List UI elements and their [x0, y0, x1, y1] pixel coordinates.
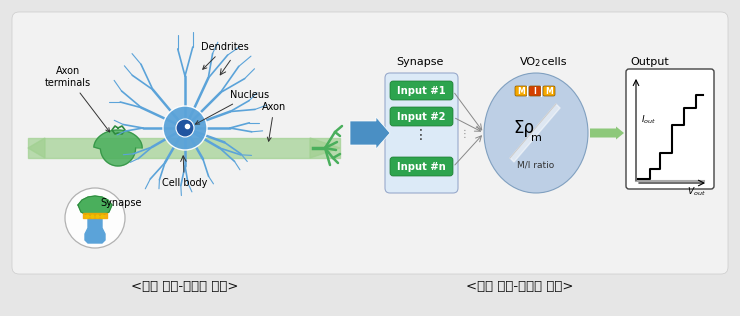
Text: M: M: [517, 87, 525, 95]
FancyBboxPatch shape: [390, 157, 453, 176]
Text: Dendrites: Dendrites: [201, 42, 249, 69]
Text: M: M: [545, 87, 553, 95]
Polygon shape: [310, 138, 340, 158]
Text: Synapse: Synapse: [397, 57, 444, 67]
Text: I: I: [534, 87, 536, 95]
FancyBboxPatch shape: [385, 73, 458, 193]
Text: $V_{out}$: $V_{out}$: [687, 186, 706, 198]
Polygon shape: [85, 218, 105, 243]
FancyBboxPatch shape: [390, 81, 453, 100]
FancyBboxPatch shape: [515, 86, 527, 96]
Text: M/I ratio: M/I ratio: [517, 161, 554, 169]
Text: 2: 2: [534, 59, 539, 68]
Text: Σρ: Σρ: [513, 119, 534, 137]
FancyArrow shape: [350, 117, 390, 149]
Circle shape: [163, 106, 207, 150]
Circle shape: [176, 119, 194, 137]
Text: m: m: [531, 133, 542, 143]
FancyBboxPatch shape: [390, 107, 453, 126]
FancyBboxPatch shape: [543, 86, 555, 96]
Polygon shape: [28, 138, 45, 158]
Polygon shape: [94, 130, 142, 166]
Text: Input #n: Input #n: [397, 161, 446, 172]
Text: VO: VO: [520, 57, 536, 67]
Polygon shape: [510, 104, 560, 162]
Text: ⋮: ⋮: [460, 129, 470, 139]
FancyBboxPatch shape: [529, 86, 541, 96]
FancyBboxPatch shape: [626, 69, 714, 189]
Text: Axon: Axon: [262, 102, 286, 141]
Text: Cell body: Cell body: [162, 178, 208, 188]
Text: Nucleus: Nucleus: [195, 90, 269, 124]
Text: Axon
terminals: Axon terminals: [45, 66, 110, 132]
Circle shape: [65, 188, 125, 248]
Text: cells: cells: [538, 57, 567, 67]
Polygon shape: [78, 196, 112, 216]
FancyBboxPatch shape: [12, 12, 728, 274]
Text: Synapse: Synapse: [100, 198, 141, 208]
Text: Output: Output: [630, 57, 670, 67]
Text: Input #2: Input #2: [397, 112, 445, 121]
Ellipse shape: [484, 73, 588, 193]
Text: Input #1: Input #1: [397, 86, 446, 95]
Text: <인공 뉴런-시냅스 구조>: <인공 뉴런-시냅스 구조>: [466, 280, 574, 293]
Text: $I_{out}$: $I_{out}$: [641, 114, 656, 126]
Text: <뇌의 뉴런-시냅스 구조>: <뇌의 뉴런-시냅스 구조>: [131, 280, 239, 293]
FancyArrow shape: [590, 126, 624, 139]
Text: ⋮: ⋮: [414, 128, 428, 142]
